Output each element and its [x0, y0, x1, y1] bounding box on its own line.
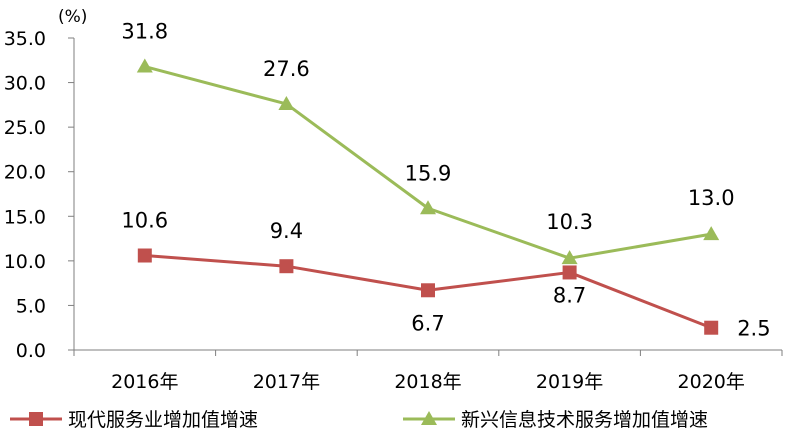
data-labels: 10.6 9.4 6.7 8.7 2.5 31.8 27.6 15.9 10.3 13.0	[121, 20, 770, 341]
data-point-1-4	[562, 265, 577, 280]
x-tick-label: 2018年	[394, 371, 461, 393]
y-tick-label: 10.0	[4, 251, 46, 273]
x-tick-label: 2020年	[678, 371, 745, 393]
data-label-1-2: 9.4	[270, 219, 303, 243]
data-point-1-1	[137, 248, 152, 263]
y-axis-ticks: 0.0 5.0 10.0 15.0 20.0 25.0 30.0 35.0	[4, 28, 74, 362]
legend-marker-2	[421, 411, 437, 425]
data-label-1-4: 8.7	[553, 283, 586, 307]
y-tick-label: 5.0	[16, 295, 46, 317]
x-tick-label: 2016年	[111, 371, 178, 393]
series-layer	[136, 58, 720, 335]
x-tick-label: 2019年	[536, 371, 603, 393]
x-tick-label: 2017年	[253, 371, 320, 393]
x-axis-ticks: 2016年 2017年 2018年 2019年 2020年	[73, 350, 783, 393]
data-label-2-1: 31.8	[121, 20, 168, 44]
data-label-1-1: 10.6	[121, 209, 168, 233]
data-point-2-5	[703, 226, 720, 241]
legend-marker-1	[29, 412, 43, 426]
y-tick-label: 0.0	[16, 340, 46, 362]
data-label-2-4: 10.3	[546, 210, 593, 234]
legend: 现代服务业增加值增速 新兴信息技术服务增加值增速	[10, 409, 708, 431]
legend-label-2: 新兴信息技术服务增加值增速	[461, 409, 708, 431]
y-tick-label: 15.0	[4, 206, 46, 228]
data-label-2-2: 27.6	[263, 57, 310, 81]
data-point-1-3	[421, 283, 435, 298]
data-point-1-2	[279, 259, 294, 274]
y-tick-label: 30.0	[4, 73, 46, 95]
y-tick-label: 20.0	[4, 162, 46, 184]
data-label-1-5: 2.5	[737, 317, 770, 341]
data-label-2-3: 15.9	[405, 161, 452, 185]
y-tick-label: 25.0	[4, 117, 46, 139]
data-point-2-4	[561, 250, 578, 265]
data-label-2-5: 13.0	[688, 186, 735, 210]
y-unit-label: (%)	[58, 7, 87, 27]
data-point-2-3	[420, 200, 436, 215]
data-point-2-1	[136, 58, 153, 73]
data-label-1-3: 6.7	[411, 311, 444, 335]
legend-label-1: 现代服务业增加值增速	[68, 409, 258, 431]
data-point-1-5	[704, 320, 719, 335]
data-point-2-2	[278, 95, 295, 110]
y-tick-label: 35.0	[4, 28, 46, 50]
